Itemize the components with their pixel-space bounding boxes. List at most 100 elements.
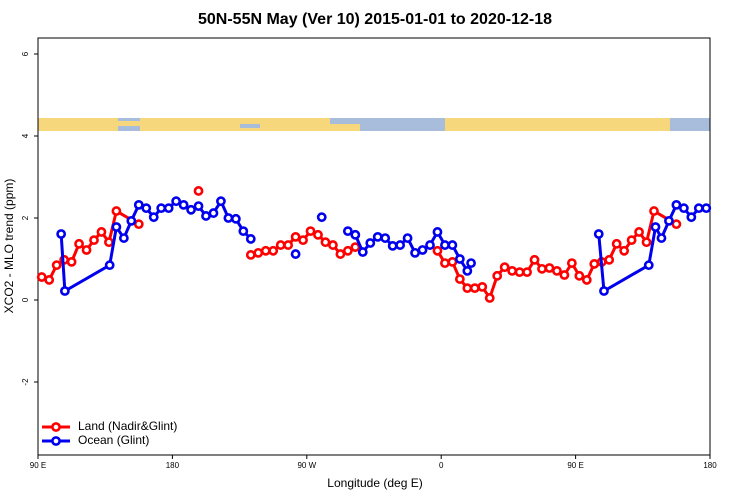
y-tick-label: 4: [21, 133, 30, 138]
data-point: [469, 283, 480, 294]
data-point: [440, 258, 450, 269]
data-point: [432, 227, 443, 237]
data-point: [320, 237, 331, 248]
data-point: [208, 208, 219, 218]
data-point: [230, 213, 241, 224]
data-point: [641, 237, 652, 248]
data-point: [425, 240, 435, 250]
data-point: [133, 199, 144, 210]
data-point: [36, 272, 47, 282]
data-point: [522, 267, 532, 278]
data-point: [380, 233, 391, 243]
data-point: [148, 212, 159, 223]
x-tick-label: 90 E: [30, 461, 46, 470]
data-point: [537, 263, 547, 274]
data-point: [447, 240, 458, 250]
data-point: [440, 240, 450, 250]
data-point: [611, 238, 622, 249]
data-point: [410, 247, 420, 258]
data-point: [223, 213, 234, 223]
data-point: [111, 222, 122, 232]
data-point: [156, 203, 167, 214]
data-point: [178, 199, 189, 210]
data-point: [529, 254, 540, 265]
data-point: [514, 267, 525, 278]
data-point: [141, 203, 152, 214]
data-point: [693, 203, 704, 214]
data-point: [559, 270, 570, 280]
data-point: [260, 245, 271, 256]
data-point: [462, 265, 473, 276]
data-point: [316, 212, 327, 223]
data-point: [245, 234, 256, 244]
data-point: [650, 222, 661, 232]
series-line: [59, 198, 252, 294]
data-point: [193, 201, 204, 212]
data-point: [507, 265, 518, 276]
data-point: [432, 245, 443, 256]
legend-label: Ocean (Glint): [78, 433, 149, 447]
data-point: [201, 211, 211, 221]
y-tick-label: 0: [21, 297, 30, 302]
data-point: [245, 250, 256, 260]
data-point: [604, 254, 615, 265]
data-point: [81, 245, 92, 255]
data-point: [290, 249, 301, 259]
data-point: [552, 265, 562, 276]
data-point: [402, 233, 413, 243]
data-point: [365, 238, 376, 248]
data-point: [335, 249, 346, 259]
y-tick-label: -2: [21, 378, 30, 386]
data-point: [133, 219, 144, 230]
data-point: [313, 229, 323, 240]
data-point: [574, 270, 585, 281]
data-point: [372, 231, 383, 242]
legend: Land (Nadir&Glint)Ocean (Glint): [42, 419, 177, 447]
data-point: [477, 281, 488, 292]
x-tick-label: 90 E: [567, 461, 583, 470]
data-point: [268, 245, 279, 256]
data-point: [126, 215, 137, 226]
data-point: [59, 286, 70, 296]
data-point: [634, 227, 644, 237]
data-point: [342, 245, 353, 256]
data-point: [305, 226, 316, 237]
data-point: [593, 229, 604, 239]
data-point: [671, 219, 682, 230]
data-point: [599, 286, 609, 296]
data-point: [118, 233, 129, 243]
data-point: [104, 237, 114, 248]
data-point: [454, 274, 465, 284]
data-point: [357, 247, 368, 257]
data-point: [111, 206, 122, 216]
data-point: [171, 196, 182, 207]
y-axis-label: XCO2 - MLO trend (ppm): [2, 179, 16, 314]
data-point: [417, 245, 428, 255]
x-tick-label: 0: [439, 461, 444, 470]
data-point: [290, 231, 301, 242]
data-point: [44, 275, 55, 285]
data-point: [589, 259, 600, 269]
data-point: [492, 270, 503, 281]
data-point: [238, 226, 249, 237]
data-point: [544, 263, 555, 273]
data-point: [216, 196, 226, 207]
chart-title: 50N-55N May (Ver 10) 2015-01-01 to 2020-…: [198, 11, 552, 28]
data-point: [664, 215, 674, 226]
data-point: [193, 186, 204, 196]
x-axis-label: Longitude (deg E): [327, 476, 422, 490]
data-point: [74, 238, 84, 249]
x-tick-label: 180: [166, 461, 180, 470]
data-point: [89, 235, 99, 246]
data-point: [96, 227, 107, 237]
y-tick-label: 2: [21, 215, 30, 220]
data-point: [581, 275, 592, 285]
data-point: [104, 260, 115, 271]
plot-frame: [37, 37, 711, 456]
data-point: [466, 258, 476, 269]
data-point: [671, 199, 682, 210]
data-point: [701, 203, 712, 214]
data-point: [447, 256, 458, 267]
data-point: [626, 235, 637, 246]
